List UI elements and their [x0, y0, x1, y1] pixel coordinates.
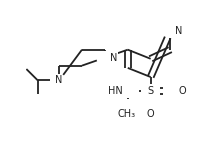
Text: N: N — [110, 53, 117, 63]
Text: HN: HN — [108, 86, 123, 96]
Text: N: N — [55, 75, 63, 85]
Text: S: S — [147, 86, 154, 96]
Text: O: O — [147, 109, 154, 119]
Text: CH₃: CH₃ — [117, 109, 135, 119]
Text: N: N — [175, 26, 183, 36]
Text: O: O — [179, 86, 186, 96]
